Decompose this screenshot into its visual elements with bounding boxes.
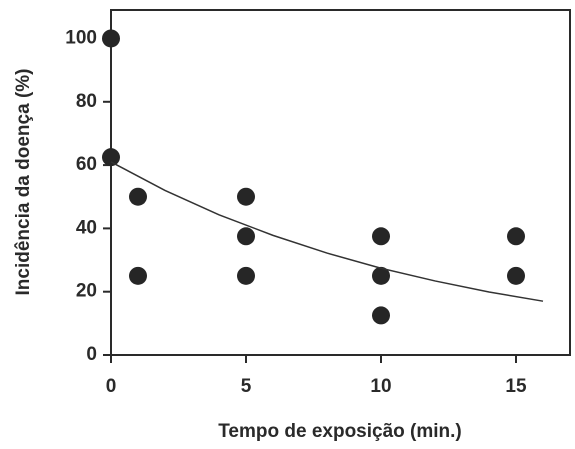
y-axis-label: Incidência da doença (%) bbox=[13, 69, 34, 296]
plot-frame bbox=[110, 9, 571, 356]
y-tick-label: 100 bbox=[65, 28, 97, 49]
y-tick-label: 60 bbox=[76, 154, 97, 175]
y-tick-label: 80 bbox=[76, 91, 97, 112]
data-point bbox=[129, 266, 147, 285]
data-point bbox=[102, 29, 120, 48]
x-tick-label: 5 bbox=[241, 376, 252, 397]
data-point bbox=[237, 227, 255, 246]
y-tick-label: 40 bbox=[76, 217, 97, 238]
y-tick-label: 20 bbox=[76, 281, 97, 302]
x-tick-label: 0 bbox=[106, 376, 117, 397]
y-tick-label: 0 bbox=[86, 344, 97, 365]
fit-curve bbox=[110, 161, 544, 302]
data-point bbox=[507, 227, 525, 246]
data-point bbox=[372, 266, 390, 285]
data-point bbox=[507, 266, 525, 285]
data-point bbox=[102, 148, 120, 167]
x-axis-label: Tempo de exposição (min.) bbox=[218, 421, 462, 442]
data-point bbox=[372, 227, 390, 246]
data-point bbox=[372, 306, 390, 325]
x-tick-label: 15 bbox=[505, 376, 527, 397]
x-tick-label: 10 bbox=[370, 376, 391, 397]
data-point bbox=[237, 266, 255, 285]
data-point bbox=[129, 187, 147, 206]
data-point bbox=[237, 187, 255, 206]
